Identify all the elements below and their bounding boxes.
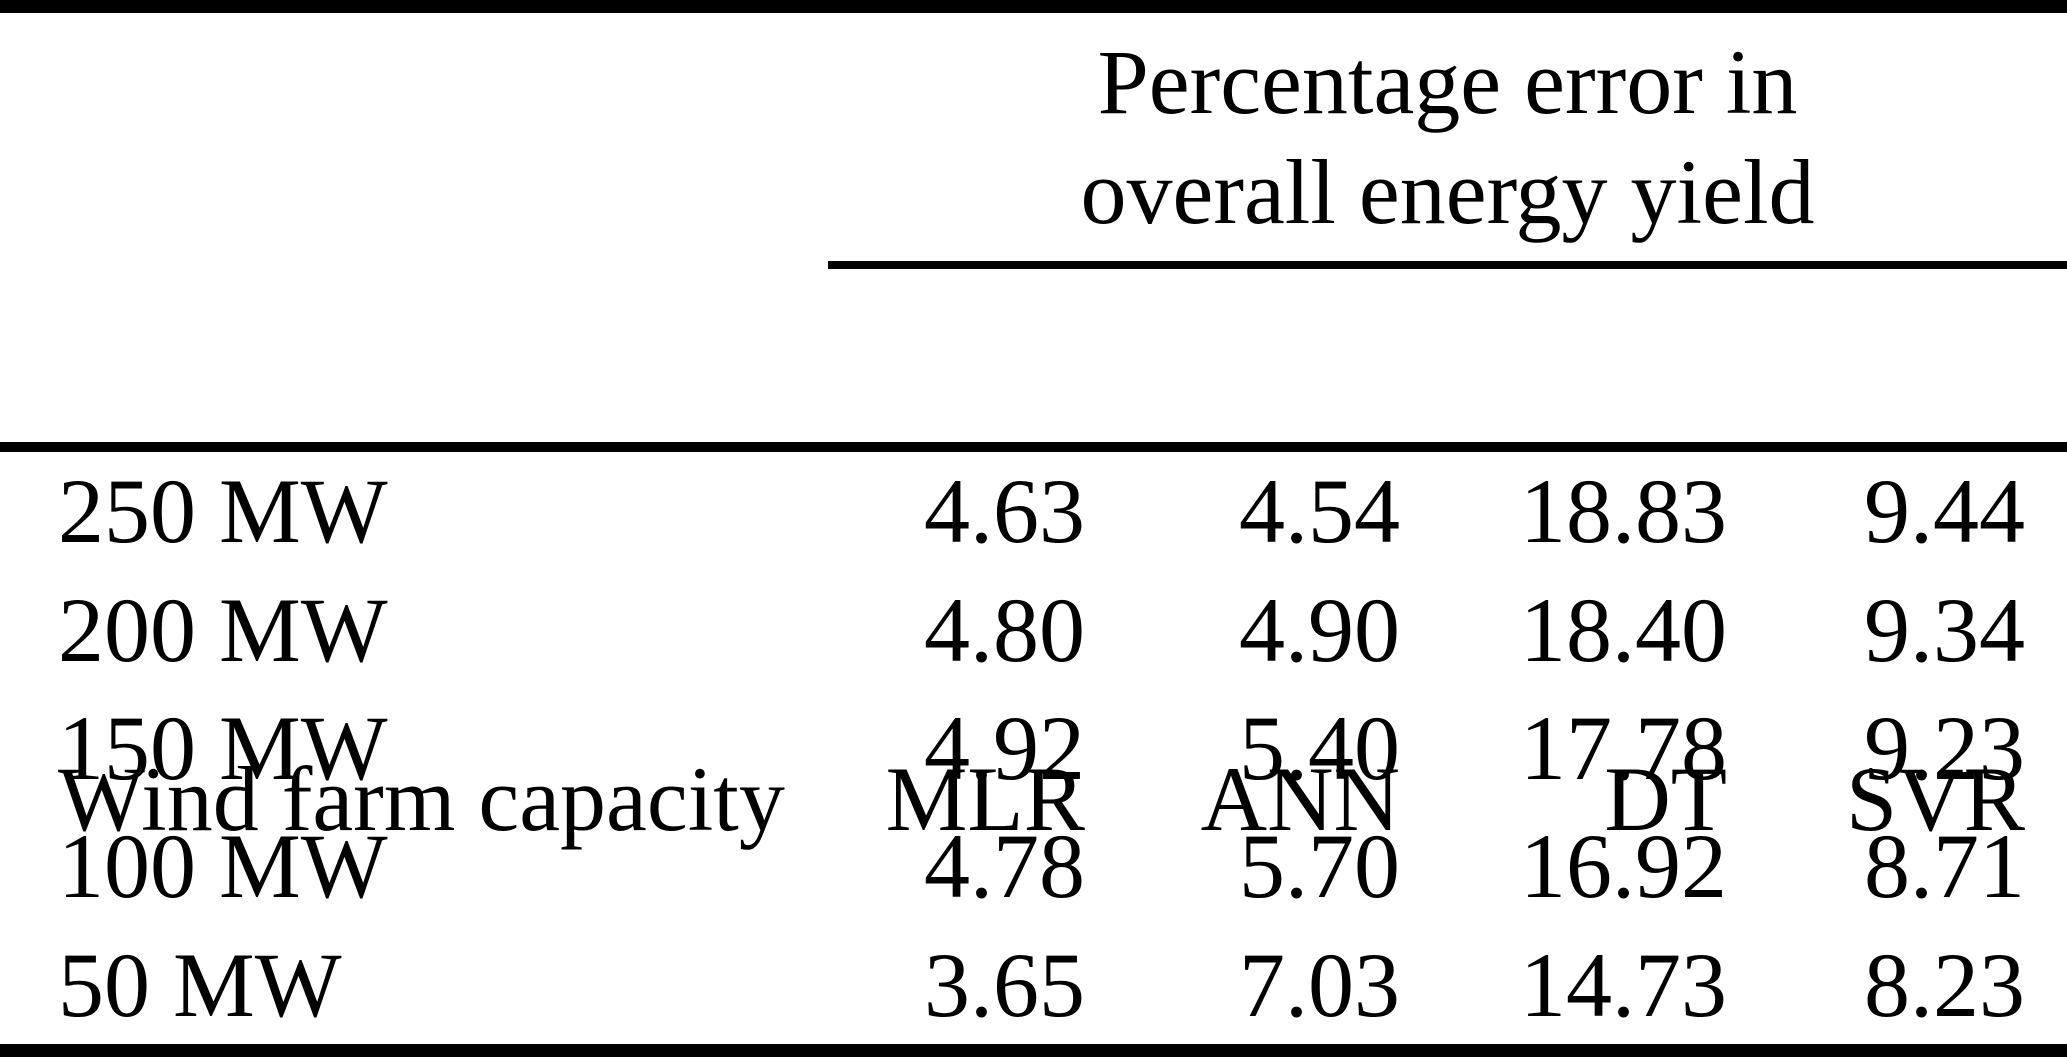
header-bottom-rule <box>0 442 2067 452</box>
ann-cell: 5.40 <box>1239 696 1400 799</box>
mlr-cell: 4.63 <box>924 460 1085 563</box>
mlr-cell: 3.65 <box>924 933 1085 1036</box>
col-header-capacity: Wind farm capacity <box>58 747 785 850</box>
svr-cell: 9.23 <box>1864 696 2025 799</box>
capacity-cell: 250 MW <box>58 460 388 563</box>
dt-cell: 16.92 <box>1520 815 1727 918</box>
col-header-svr: SVR <box>1846 747 2025 850</box>
capacity-cell: 100 MW <box>58 815 388 918</box>
capacity-cell: 50 MW <box>58 933 342 1036</box>
ann-cell: 7.03 <box>1239 933 1400 1036</box>
table-top-rule <box>0 0 2067 13</box>
dt-cell: 18.40 <box>1520 578 1727 681</box>
span-column-header: Percentage error in overall energy yield <box>828 27 2067 247</box>
dt-cell: 17.78 <box>1520 696 1727 799</box>
span-header-underline-rule <box>828 261 2067 269</box>
svr-cell: 9.34 <box>1864 578 2025 681</box>
span-header-line1: Percentage error in <box>1097 31 1798 133</box>
col-header-ann: ANN <box>1200 747 1400 850</box>
mlr-cell: 4.80 <box>924 578 1085 681</box>
table-row: 50 MW 3.65 7.03 14.73 8.23 <box>0 926 2067 1044</box>
table-body: 250 MW 4.63 4.54 18.83 9.44 200 MW 4.80 … <box>0 452 2067 1044</box>
ann-cell: 5.70 <box>1239 815 1400 918</box>
svr-cell: 9.44 <box>1864 460 2025 563</box>
col-header-dt: DT <box>1604 747 1727 850</box>
svr-cell: 8.71 <box>1864 815 2025 918</box>
table-row: 250 MW 4.63 4.54 18.83 9.44 <box>0 452 2067 570</box>
ann-cell: 4.54 <box>1239 460 1400 563</box>
ann-cell: 4.90 <box>1239 578 1400 681</box>
table-row: 200 MW 4.80 4.90 18.40 9.34 <box>0 570 2067 688</box>
dt-cell: 14.73 <box>1520 933 1727 1036</box>
mlr-cell: 4.92 <box>924 696 1085 799</box>
dt-cell: 18.83 <box>1520 460 1727 563</box>
table-row: 150 MW 4.92 5.40 17.78 9.23 <box>0 689 2067 807</box>
svr-cell: 8.23 <box>1864 933 2025 1036</box>
capacity-cell: 200 MW <box>58 578 388 681</box>
capacity-cell: 150 MW <box>58 696 388 799</box>
header-row: Wind farm capacity MLR ANN DT SVR <box>0 270 2067 1057</box>
mlr-cell: 4.78 <box>924 815 1085 918</box>
table-row: 100 MW 4.78 5.70 16.92 8.71 <box>0 807 2067 925</box>
table-bottom-rule <box>0 1044 2067 1057</box>
span-header-line2: overall energy yield <box>1080 141 1815 243</box>
col-header-mlr: MLR <box>885 747 1085 850</box>
